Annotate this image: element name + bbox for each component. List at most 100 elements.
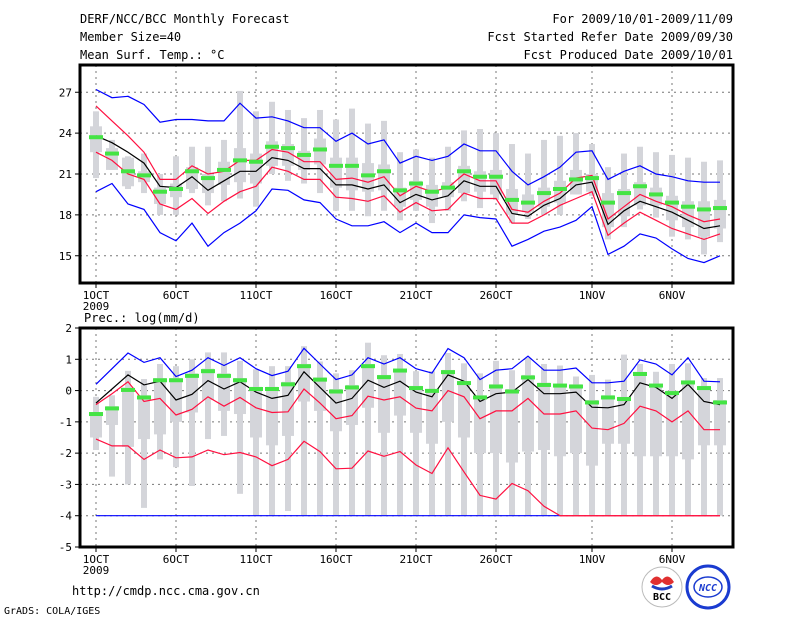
median-marker bbox=[297, 364, 311, 369]
iqr-box bbox=[474, 395, 486, 454]
footer-url[interactable]: http://cmdp.ncc.cma.gov.cn bbox=[72, 584, 260, 598]
whisker-bar bbox=[461, 363, 467, 516]
median-marker bbox=[569, 384, 583, 389]
iqr-box bbox=[394, 368, 406, 416]
x-tick-label: 1OCT bbox=[83, 289, 110, 302]
iqr-box bbox=[714, 199, 726, 229]
iqr-box bbox=[234, 148, 246, 183]
x-tick-label: 6NOV bbox=[659, 289, 686, 302]
median-marker bbox=[169, 186, 183, 191]
median-marker bbox=[441, 370, 455, 375]
whisker-bar bbox=[413, 371, 419, 516]
whisker-bar bbox=[333, 373, 339, 516]
x-tick-label: 26OCT bbox=[479, 289, 512, 302]
median-marker bbox=[281, 146, 295, 151]
median-marker bbox=[89, 135, 103, 140]
x-tick-label: 1NOV bbox=[579, 289, 606, 302]
iqr-box bbox=[106, 148, 118, 170]
forecast-period: For 2009/10/01-2009/11/09 bbox=[552, 12, 733, 26]
median-marker bbox=[393, 368, 407, 373]
iqr-box bbox=[714, 399, 726, 446]
median-marker bbox=[249, 159, 263, 164]
median-marker bbox=[425, 189, 439, 194]
whisker-bar bbox=[509, 144, 515, 224]
iqr-box bbox=[186, 373, 198, 413]
iqr-box bbox=[218, 373, 230, 411]
iqr-box bbox=[650, 187, 662, 206]
whisker-bar bbox=[573, 133, 579, 195]
x-tick-label: 21OCT bbox=[399, 289, 432, 302]
whisker-bar bbox=[237, 90, 243, 199]
y-tick-label: 27 bbox=[59, 86, 72, 99]
median-marker bbox=[329, 163, 343, 168]
median-marker bbox=[713, 400, 727, 405]
whisker-bar bbox=[445, 146, 451, 211]
iqr-box bbox=[314, 377, 326, 411]
iqr-box bbox=[234, 378, 246, 415]
iqr-box bbox=[682, 380, 694, 460]
median-marker bbox=[377, 375, 391, 380]
median-marker bbox=[633, 371, 647, 376]
y-tick-label: 0 bbox=[65, 385, 72, 398]
whisker-bar bbox=[397, 152, 403, 221]
iqr-box bbox=[570, 384, 582, 454]
median-marker bbox=[249, 387, 263, 392]
y-tick-label: 18 bbox=[59, 209, 72, 222]
median-marker bbox=[345, 385, 359, 390]
produced-date: Fcst Produced Date 2009/10/01 bbox=[523, 48, 733, 62]
median-marker bbox=[281, 382, 295, 387]
iqr-box bbox=[602, 395, 614, 444]
whisker-bar bbox=[493, 133, 499, 200]
median-marker bbox=[297, 152, 311, 157]
median-marker bbox=[473, 174, 487, 179]
median-marker bbox=[585, 400, 599, 405]
iqr-box bbox=[538, 382, 550, 451]
whisker-bar bbox=[477, 129, 483, 209]
iqr-box bbox=[458, 381, 470, 438]
median-marker bbox=[201, 176, 215, 181]
whisker-bar bbox=[253, 369, 259, 516]
median-marker bbox=[457, 169, 471, 174]
median-marker bbox=[553, 186, 567, 191]
variable-label: Mean Surf. Temp.: °C bbox=[80, 48, 225, 62]
y-tick-label: -3 bbox=[59, 478, 72, 491]
median-marker bbox=[665, 200, 679, 205]
lower-blue-line bbox=[95, 182, 721, 264]
median-marker bbox=[665, 391, 679, 396]
median-marker bbox=[409, 181, 423, 186]
median-marker bbox=[681, 204, 695, 209]
iqr-box bbox=[666, 195, 678, 221]
median-marker bbox=[473, 395, 487, 400]
median-marker bbox=[601, 395, 615, 400]
whisker-bar bbox=[237, 360, 243, 494]
iqr-box bbox=[666, 390, 678, 457]
whisker-bar bbox=[541, 139, 547, 215]
iqr-box bbox=[490, 384, 502, 454]
iqr-box bbox=[346, 384, 358, 425]
median-marker bbox=[601, 200, 615, 205]
median-marker bbox=[649, 383, 663, 388]
whisker-bar bbox=[525, 153, 531, 219]
median-marker bbox=[505, 197, 519, 202]
iqr-box bbox=[138, 395, 150, 440]
median-marker bbox=[89, 412, 103, 417]
y-tick-label: 24 bbox=[59, 127, 73, 140]
whisker-bar bbox=[717, 378, 723, 516]
median-marker bbox=[505, 389, 519, 394]
median-marker bbox=[569, 177, 583, 182]
median-marker bbox=[393, 188, 407, 193]
iqr-box bbox=[314, 138, 326, 165]
whisker-bar bbox=[653, 152, 659, 218]
iqr-box bbox=[698, 385, 710, 446]
iqr-box bbox=[330, 389, 342, 432]
whisker-bar bbox=[397, 353, 403, 516]
bcc-cloud-icon bbox=[650, 576, 674, 585]
iqr-box bbox=[330, 157, 342, 188]
median-marker bbox=[121, 387, 135, 392]
median-marker bbox=[457, 381, 471, 386]
iqr-box bbox=[250, 386, 262, 438]
iqr-box bbox=[122, 387, 134, 447]
iqr-box bbox=[586, 399, 598, 466]
